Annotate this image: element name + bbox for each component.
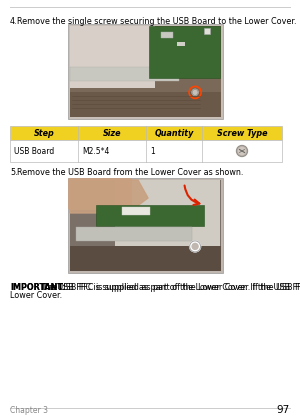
FancyBboxPatch shape <box>68 178 132 210</box>
Text: Screw Type: Screw Type <box>217 129 267 137</box>
Text: USB Board: USB Board <box>14 147 54 155</box>
Bar <box>70 180 221 271</box>
Bar <box>10 126 282 140</box>
Text: 97: 97 <box>277 405 290 415</box>
Bar <box>70 92 221 117</box>
Text: Step: Step <box>34 129 54 137</box>
Polygon shape <box>70 180 148 213</box>
Bar <box>122 207 150 215</box>
Bar <box>68 24 223 119</box>
Text: 5.: 5. <box>10 168 18 177</box>
Text: 1: 1 <box>150 147 155 155</box>
Text: M2.5*4: M2.5*4 <box>82 147 110 155</box>
Text: Quantity: Quantity <box>154 129 194 137</box>
Bar <box>70 247 221 271</box>
Circle shape <box>236 145 247 157</box>
Text: IMPORTANT:: IMPORTANT: <box>10 283 66 292</box>
Bar <box>10 140 282 162</box>
Bar <box>204 28 210 34</box>
Bar <box>68 178 223 273</box>
Text: Lower Cover.: Lower Cover. <box>10 291 62 300</box>
Bar <box>96 205 204 226</box>
Bar <box>70 26 155 88</box>
Text: IMPORTANT:: IMPORTANT: <box>10 283 66 292</box>
Bar <box>76 227 192 241</box>
Bar <box>176 42 184 46</box>
Text: Remove the single screw securing the USB Board to the Lower Cover.: Remove the single screw securing the USB… <box>17 17 296 26</box>
Bar <box>115 180 220 271</box>
Circle shape <box>238 147 245 155</box>
Text: Size: Size <box>103 129 121 137</box>
Text: 4.: 4. <box>10 17 17 26</box>
Circle shape <box>192 244 198 249</box>
Text: Chapter 3: Chapter 3 <box>10 406 48 415</box>
Bar <box>161 32 173 38</box>
Text: The USB FFC is supplied as part of the Lower Cover. If the USB FFC is defective,: The USB FFC is supplied as part of the L… <box>40 283 300 292</box>
Text: The USB FFC is supplied as part of the Lower Cover. If the USB FFC is defective,: The USB FFC is supplied as part of the L… <box>40 283 300 292</box>
Circle shape <box>190 241 201 252</box>
Text: Remove the USB Board from the Lower Cover as shown.: Remove the USB Board from the Lower Cove… <box>17 168 243 177</box>
Bar <box>70 26 221 117</box>
Bar <box>70 67 178 81</box>
Bar <box>148 26 220 78</box>
Circle shape <box>192 89 198 95</box>
